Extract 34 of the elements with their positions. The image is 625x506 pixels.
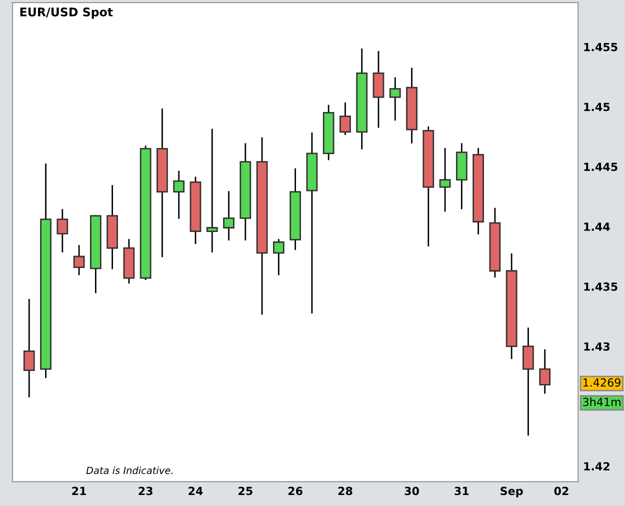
y-tick-label: 1.42 bbox=[584, 462, 610, 470]
candlestick bbox=[173, 170, 185, 219]
candlestick bbox=[272, 239, 284, 276]
y-tick-label: 1.43 bbox=[584, 342, 610, 351]
y-tick-label: 1.455 bbox=[584, 42, 618, 52]
candlestick bbox=[340, 102, 351, 135]
candlestick bbox=[539, 349, 551, 394]
candlestick bbox=[23, 298, 35, 398]
x-tick-label: 21 bbox=[72, 486, 86, 496]
chart-title: EUR/USD Spot bbox=[20, 8, 113, 19]
y-tick-label: 1.435 bbox=[584, 282, 618, 291]
text: 3h41m bbox=[583, 398, 620, 406]
x-tick-label: 02 bbox=[554, 486, 568, 496]
candlestick bbox=[56, 209, 68, 252]
candlestick bbox=[73, 245, 85, 276]
y-tick-label: 1.45 bbox=[584, 102, 610, 112]
y-tick-label: 1.44 bbox=[584, 222, 610, 231]
candlestick bbox=[372, 50, 384, 128]
candlestick bbox=[206, 128, 218, 252]
candlestick bbox=[223, 191, 234, 240]
annotation: 1.4269 bbox=[584, 378, 620, 387]
annotation: Data is Indicative. bbox=[86, 466, 172, 474]
x-tick-label: Sep bbox=[500, 486, 523, 498]
candlestick bbox=[439, 148, 451, 212]
candlestick bbox=[389, 77, 401, 121]
x-tick-label: 23 bbox=[138, 486, 152, 496]
x-tick-label: 25 bbox=[238, 486, 252, 496]
x-tick-label: 31 bbox=[454, 486, 469, 496]
x-tick-label: 26 bbox=[288, 486, 302, 496]
y-tick-label: 1.445 bbox=[584, 162, 618, 172]
x-tick-label: 24 bbox=[188, 486, 203, 496]
candlestick bbox=[522, 328, 534, 436]
x-tick-label: 30 bbox=[404, 486, 419, 496]
x-tick-label: 28 bbox=[338, 486, 352, 496]
